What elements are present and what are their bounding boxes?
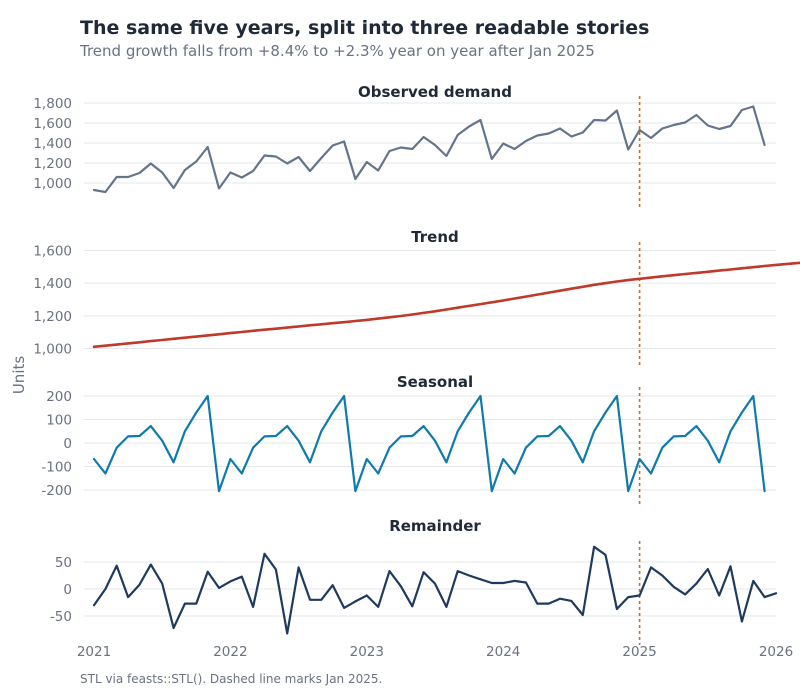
series-line-seasonal bbox=[92, 394, 766, 493]
series-line-observed bbox=[92, 105, 766, 194]
panel-title-observed: Observed demand bbox=[358, 83, 512, 101]
series-line-trend bbox=[92, 261, 800, 349]
y-tick-label-trend: 1,400 bbox=[33, 276, 72, 292]
x-tick-label: 2026 bbox=[759, 644, 793, 660]
x-tick-label: 2022 bbox=[213, 644, 247, 660]
chart-caption: STL via feasts::STL(). Dashed line marks… bbox=[80, 672, 382, 686]
x-tick-label: 2021 bbox=[77, 644, 111, 660]
y-tick-label-observed: 1,600 bbox=[33, 116, 72, 132]
panel-title-remainder: Remainder bbox=[389, 517, 481, 535]
panel-title-trend: Trend bbox=[411, 228, 459, 246]
y-axis-label: Units bbox=[10, 356, 28, 395]
y-tick-label-observed: 1,400 bbox=[33, 136, 72, 152]
y-tick-label-trend: 1,000 bbox=[33, 341, 72, 357]
y-tick-label-remainder: -50 bbox=[50, 609, 72, 625]
y-tick-label-seasonal: -100 bbox=[41, 459, 72, 475]
y-tick-label-observed: 1,200 bbox=[33, 156, 72, 172]
y-tick-label-seasonal: 200 bbox=[46, 389, 72, 405]
series-line-remainder bbox=[92, 545, 778, 635]
panel-title-seasonal: Seasonal bbox=[397, 373, 473, 391]
y-tick-label-seasonal: 0 bbox=[63, 436, 72, 452]
y-tick-label-observed: 1,800 bbox=[33, 96, 72, 112]
y-tick-label-trend: 1,600 bbox=[33, 244, 72, 260]
y-tick-label-observed: 1,000 bbox=[33, 176, 72, 192]
chart-title: The same five years, split into three re… bbox=[80, 17, 649, 39]
chart-subtitle: Trend growth falls from +8.4% to +2.3% y… bbox=[79, 42, 595, 60]
y-tick-label-remainder: 50 bbox=[55, 555, 72, 571]
y-tick-label-remainder: 0 bbox=[63, 582, 72, 598]
y-tick-label-seasonal: 100 bbox=[46, 413, 72, 429]
x-tick-label: 2023 bbox=[350, 644, 384, 660]
plot-area: Observed demand 1,000 1,200 1,400 1,600 1,800… bbox=[33, 83, 800, 660]
x-tick-label: 2025 bbox=[622, 644, 656, 660]
y-tick-label-seasonal: -200 bbox=[41, 483, 72, 499]
y-tick-label-trend: 1,200 bbox=[33, 309, 72, 325]
x-tick-label: 2024 bbox=[486, 644, 520, 660]
